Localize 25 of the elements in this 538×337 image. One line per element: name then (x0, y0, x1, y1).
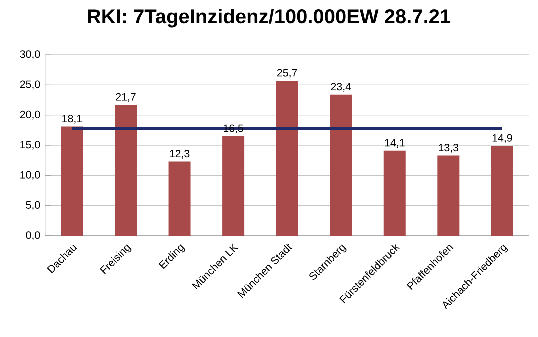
bar (276, 80, 298, 236)
data-label: 14,1 (385, 139, 405, 148)
bar (384, 150, 406, 236)
bar (222, 136, 245, 236)
data-label: 23,4 (331, 83, 352, 92)
y-tick-label: 30,0 (20, 50, 40, 60)
y-tick-label: 5,0 (26, 201, 40, 210)
bar (330, 94, 352, 236)
y-tick-label: 0,0 (26, 232, 40, 240)
bar (115, 105, 137, 236)
bar (438, 156, 460, 236)
y-tick-label: 10,0 (20, 171, 40, 180)
bar (61, 126, 84, 236)
data-label: 14,9 (492, 134, 512, 144)
data-label: 21,7 (116, 93, 136, 102)
y-tick-label: 25,0 (20, 80, 40, 90)
y-tick-label: 20,0 (20, 110, 40, 120)
data-label: 18,1 (62, 115, 82, 124)
chart-title: RKI: 7TageInzidenz/100.000EW 28.7.21 (88, 8, 451, 28)
bar (491, 146, 514, 236)
data-label: 12,3 (170, 150, 190, 159)
bar (168, 162, 191, 236)
y-tick-label: 15,0 (20, 141, 40, 150)
data-label: 13,3 (439, 144, 459, 153)
data-label: 25,7 (277, 69, 298, 78)
